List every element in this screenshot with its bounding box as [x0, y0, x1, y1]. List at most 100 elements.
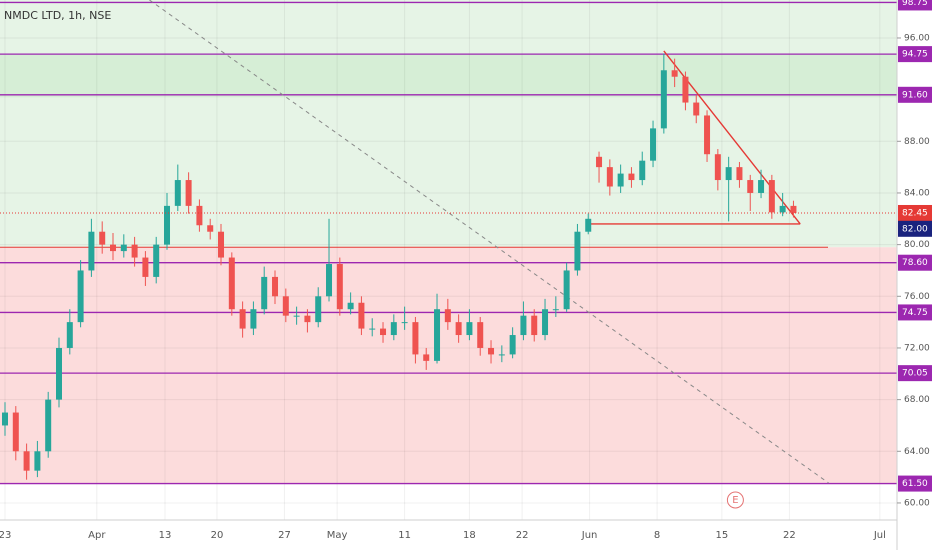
candle-body [88, 231, 95, 271]
candle-body [660, 70, 667, 129]
candle-body [477, 322, 484, 348]
x-tick-label: 27 [278, 530, 291, 541]
candle-body [596, 156, 603, 168]
candle-body [736, 167, 743, 181]
level-label: 61.50 [902, 479, 928, 489]
candle-body [131, 244, 138, 258]
support-label: 82.00 [902, 224, 928, 234]
x-tick-label: 23 [0, 530, 11, 541]
x-tick-label: Jul [873, 530, 886, 541]
candle-body [380, 328, 387, 336]
candle-body [347, 302, 354, 310]
candle-body [455, 322, 462, 336]
candle-body [585, 218, 592, 232]
candle-body [563, 270, 570, 310]
candle-body [412, 322, 419, 355]
candle-body [239, 309, 246, 329]
plot-area: E [0, 0, 897, 520]
candle-body [336, 264, 343, 310]
level-label: 70.05 [902, 369, 928, 379]
candle-body [164, 205, 171, 245]
event-marker [726, 491, 744, 509]
level-label: 91.60 [902, 90, 928, 100]
y-tick-label: 60.00 [904, 498, 930, 508]
candle-body [153, 244, 160, 277]
candle-body [218, 231, 225, 258]
candle-body [110, 244, 117, 252]
candle-body [671, 70, 678, 77]
candle-body [142, 257, 149, 277]
candle-body [23, 451, 30, 471]
level-label: 94.75 [902, 50, 928, 60]
candle-body [228, 257, 235, 310]
candle-body [55, 347, 62, 400]
candle-body [758, 180, 765, 193]
x-tick-label: May [327, 530, 348, 541]
candle-body [326, 264, 333, 297]
candle-body [466, 322, 473, 336]
candle-body [207, 225, 214, 232]
level-label: 74.75 [902, 308, 928, 318]
candle-body [304, 315, 311, 323]
last-price-label: 82.45 [902, 208, 928, 218]
y-tick-label: 88.00 [904, 137, 930, 147]
y-tick-label: 64.00 [904, 447, 930, 457]
x-tick-label: Apr [88, 530, 106, 541]
y-tick-label: 72.00 [904, 343, 930, 353]
candle-body [196, 205, 203, 226]
zone [0, 0, 897, 248]
candle-body [552, 309, 559, 311]
candle-body [628, 173, 635, 181]
candle-body [272, 276, 279, 297]
candle-body [488, 347, 495, 355]
x-tick-label: 13 [159, 530, 172, 541]
candle-body [606, 167, 613, 187]
candle-body [45, 399, 52, 452]
level-label-box [898, 86, 932, 103]
x-tick-label: Jun [581, 530, 598, 541]
y-tick-label: 80.00 [904, 240, 930, 250]
chart-title: NMDC LTD, 1h, NSE [4, 9, 111, 22]
candle-body [704, 115, 711, 155]
y-tick-label: 76.00 [904, 292, 930, 302]
candle-body [369, 328, 376, 330]
candle-body [650, 128, 657, 161]
level-label-box [898, 475, 932, 492]
candle-body [261, 276, 268, 310]
candle-body [99, 231, 106, 245]
trendline [149, 0, 829, 484]
y-tick-label: 96.00 [904, 33, 930, 43]
candle-body [574, 231, 581, 271]
candle-body [250, 309, 257, 329]
candle-body [779, 205, 786, 213]
candle-body [12, 412, 19, 452]
candle-body [282, 296, 289, 316]
candle-body [639, 160, 646, 181]
candle-body [1, 412, 8, 426]
x-tick-label: 20 [211, 530, 224, 541]
candle-body [120, 244, 127, 252]
level-label: 78.60 [902, 258, 928, 268]
candle-body [423, 354, 430, 361]
candle-body [714, 154, 721, 181]
candle-body [790, 205, 797, 213]
candle-body [520, 315, 527, 336]
x-tick-label: 8 [654, 530, 660, 541]
candle-body [747, 180, 754, 193]
candle-body [693, 102, 700, 116]
event-label: E [732, 495, 738, 506]
x-tick-label: 22 [783, 530, 796, 541]
candle-body [185, 180, 192, 206]
level-label: 98.75 [902, 0, 928, 8]
candle-body [498, 354, 505, 356]
level-label-box [898, 0, 932, 11]
level-label-box [898, 46, 932, 63]
x-tick-label: 18 [463, 530, 476, 541]
candle-body [617, 173, 624, 187]
candle-body [768, 180, 775, 213]
candle-body [682, 76, 689, 103]
candle-body [315, 296, 322, 323]
x-tick-label: 11 [398, 530, 411, 541]
candle-body [509, 335, 516, 355]
